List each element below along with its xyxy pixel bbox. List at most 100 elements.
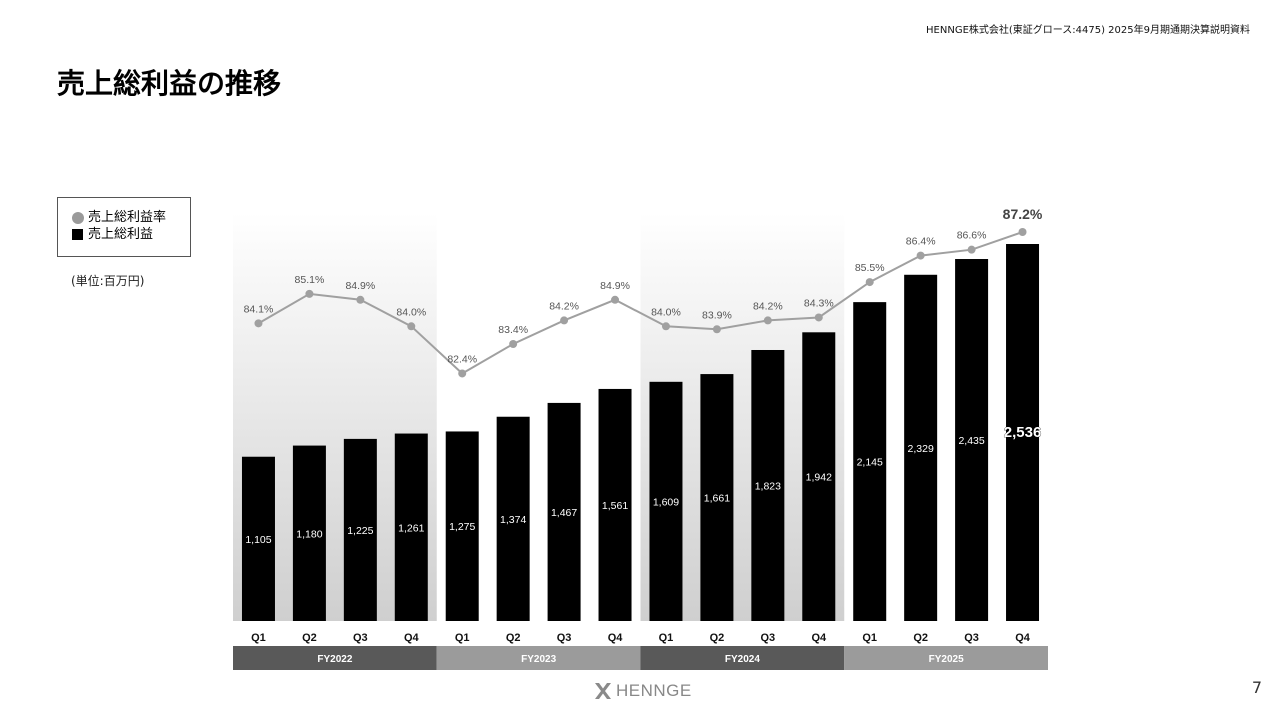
bar-gross-profit: [700, 374, 734, 621]
bar-value-label: 1,561: [602, 500, 628, 512]
bar-value-label: 1,105: [245, 534, 271, 546]
rate-point: [967, 245, 976, 254]
bar-value-label: 1,661: [704, 493, 730, 505]
fiscal-year-label: FY2022: [317, 654, 352, 665]
rate-value-label: 85.5%: [855, 262, 885, 274]
bar-value-label: 1,823: [755, 480, 781, 492]
rate-value-label: 84.2%: [549, 300, 579, 312]
category-tick-label: Q2: [710, 632, 725, 644]
rate-point: [509, 339, 518, 348]
fiscal-year-label: FY2025: [929, 654, 964, 665]
henngе-logo-icon: [595, 683, 611, 699]
rate-point: [916, 251, 925, 260]
rate-value-label: 86.6%: [957, 230, 987, 242]
footer-logo-text: HENNGE: [616, 681, 692, 700]
bar-gross-profit: [394, 433, 428, 621]
rate-value-label: 82.4%: [447, 353, 477, 365]
bar-gross-profit: [649, 381, 683, 621]
bar-value-label: 1,261: [398, 522, 424, 534]
category-tick-label: Q4: [608, 632, 624, 644]
bar-value-label: 2,145: [857, 457, 883, 469]
legend-item-profit: 売上総利益: [72, 226, 190, 243]
rate-value-label: 84.3%: [804, 297, 834, 309]
unit-note: (単位:百万円): [71, 274, 145, 288]
rate-point: [814, 313, 823, 322]
bar-gross-profit: [1006, 244, 1040, 621]
bar-value-label: 1,374: [500, 514, 526, 526]
legend-item-rate: 売上総利益率: [72, 209, 190, 226]
category-tick-label: Q1: [659, 632, 674, 644]
category-tick-label: Q3: [353, 632, 368, 644]
bar-value-label: 2,536: [1004, 424, 1042, 441]
bar-gross-profit: [241, 456, 275, 621]
circle-icon: [72, 211, 84, 224]
rate-point: [560, 316, 569, 325]
bar-gross-profit: [853, 302, 887, 621]
category-tick-label: Q1: [862, 632, 877, 644]
fiscal-year-band: [844, 646, 1048, 670]
bar-gross-profit: [547, 402, 581, 621]
category-tick-label: Q3: [557, 632, 572, 644]
category-tick-label: Q1: [455, 632, 470, 644]
bar-value-label: 1,609: [653, 496, 679, 508]
rate-point: [661, 322, 670, 331]
category-tick-label: Q4: [811, 632, 827, 644]
legend-rate-label: 売上総利益率: [88, 210, 167, 225]
rate-value-label: 86.4%: [906, 236, 936, 248]
rate-value-label: 85.1%: [295, 274, 325, 286]
page-title: 売上総利益の推移: [57, 67, 282, 100]
category-tick-label: Q4: [1015, 632, 1031, 644]
rate-value-label: 84.2%: [753, 300, 783, 312]
rate-value-label: 84.1%: [244, 303, 274, 315]
bar-gross-profit: [292, 445, 326, 621]
bar-value-label: 1,225: [347, 525, 373, 537]
bar-value-label: 1,467: [551, 507, 577, 519]
rate-point: [407, 322, 416, 331]
fiscal-year-band: [640, 646, 845, 670]
bar-value-label: 1,180: [296, 528, 322, 540]
bar-gross-profit: [802, 332, 836, 621]
rate-value-label: 84.9%: [345, 280, 375, 292]
fiscal-year-band: [436, 646, 641, 670]
bar-gross-profit: [343, 438, 377, 621]
bar-gross-profit: [955, 259, 989, 621]
page-number: 7: [1251, 678, 1262, 697]
bar-gross-profit: [904, 274, 938, 621]
bar-gross-profit: [496, 416, 530, 621]
rate-point: [611, 295, 620, 304]
rate-point: [305, 289, 314, 298]
rate-point: [458, 369, 467, 378]
category-tick-label: Q3: [761, 632, 776, 644]
bar-gross-profit: [751, 349, 785, 621]
legend-profit-label: 売上総利益: [88, 227, 154, 242]
footer-logo: HENNGE: [594, 681, 692, 701]
bar-value-label: 2,435: [958, 435, 984, 447]
rate-point: [763, 316, 772, 325]
square-icon: [72, 229, 83, 240]
fiscal-year-label: FY2024: [725, 654, 760, 665]
fiscal-year-label: FY2023: [521, 654, 556, 665]
category-tick-label: Q2: [302, 632, 317, 644]
category-tick-label: Q2: [506, 632, 521, 644]
rate-value-label: 84.9%: [600, 280, 630, 292]
rate-point: [356, 295, 365, 304]
rate-value-label: 84.0%: [651, 306, 681, 318]
category-tick-label: Q2: [913, 632, 928, 644]
category-tick-label: Q3: [964, 632, 979, 644]
fiscal-year-band: [233, 646, 437, 670]
rate-point: [712, 325, 721, 334]
rate-point: [1018, 228, 1027, 236]
rate-value-label: 87.2%: [1003, 206, 1043, 222]
rate-value-label: 83.9%: [702, 309, 732, 321]
rate-point: [254, 319, 263, 328]
category-tick-label: Q1: [251, 632, 266, 644]
rate-series-line: [257, 231, 1023, 375]
rate-point: [865, 278, 874, 287]
bar-value-label: 1,942: [806, 472, 832, 484]
rate-value-label: 84.0%: [396, 306, 426, 318]
rate-value-label: 83.4%: [498, 324, 528, 336]
bar-value-label: 2,329: [908, 443, 934, 455]
header-note: HENNGE株式会社(東証グロース:4475) 2025年9月期通期決算説明資料: [926, 25, 1250, 36]
legend: 売上総利益率 売上総利益: [57, 197, 191, 257]
